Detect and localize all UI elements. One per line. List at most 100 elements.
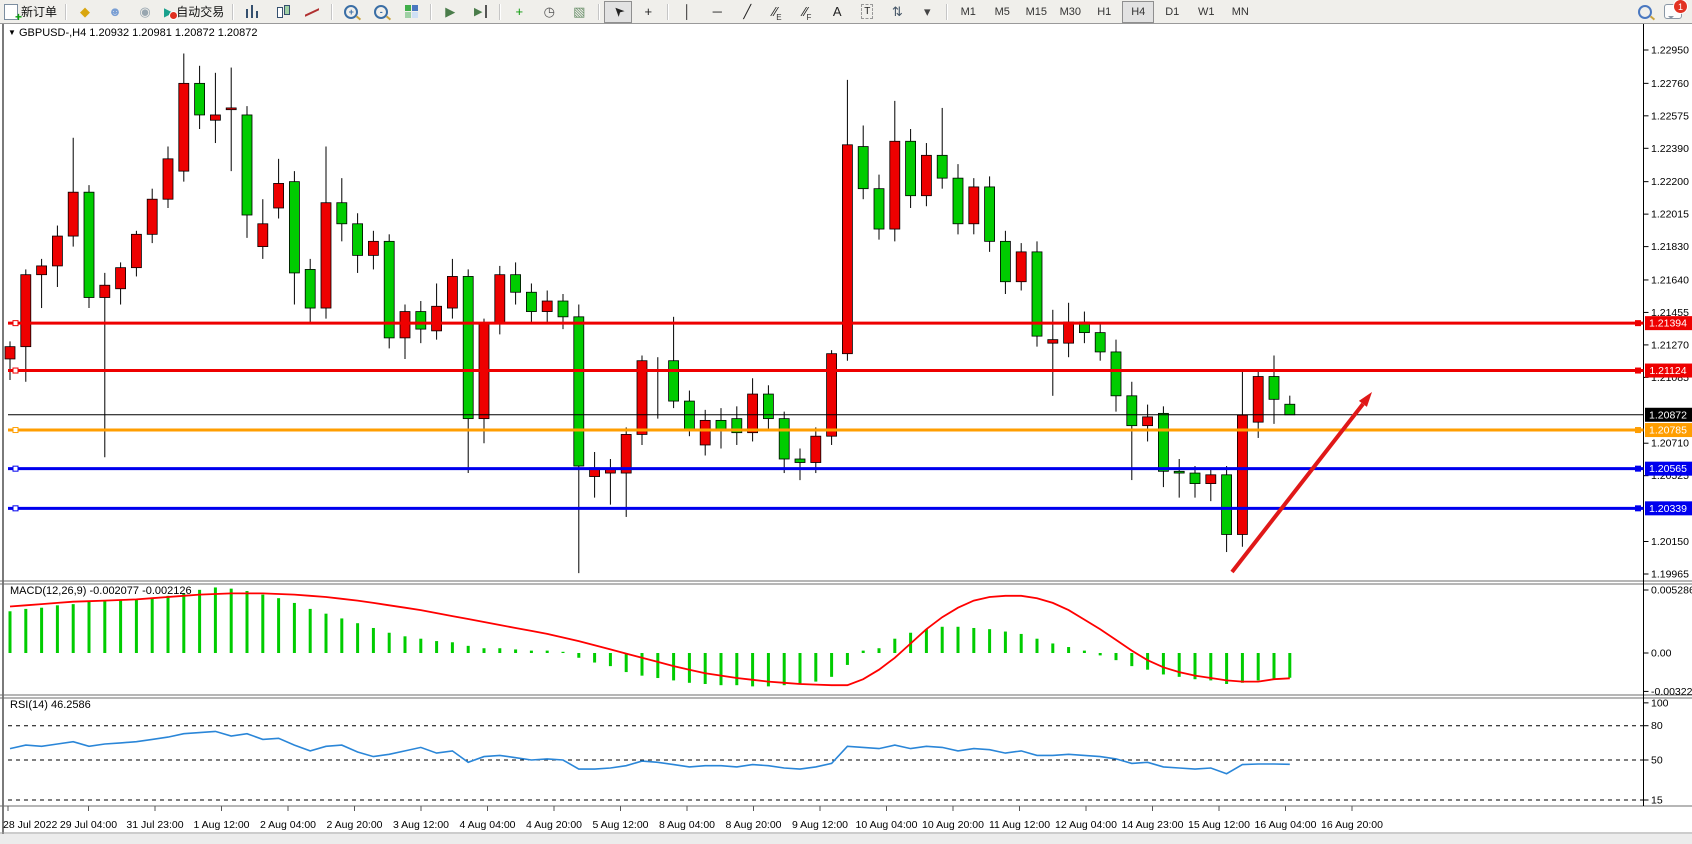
periods-button[interactable]: ◷: [535, 1, 563, 23]
trendline-button[interactable]: ╱: [733, 1, 761, 23]
fibonacci-icon: ∕∕: [803, 4, 808, 19]
timeframe-button-m30[interactable]: M30: [1059, 5, 1081, 18]
notifications-icon[interactable]: 1: [1664, 0, 1688, 19]
dropdown-arrow-icon[interactable]: ▾: [913, 1, 941, 23]
candle-body: [731, 418, 743, 434]
arrow-annotation[interactable]: [1230, 392, 1372, 574]
zoom-in-button[interactable]: +: [337, 1, 365, 23]
price-badge-label: 1.21124: [1649, 365, 1686, 377]
timeframe-button-m5[interactable]: M5: [994, 5, 1010, 18]
rsi-axis-label: 100: [1651, 697, 1669, 709]
zoom-out-button[interactable]: -: [367, 1, 395, 23]
line-handle[interactable]: [12, 320, 19, 327]
dropdown-arrow-icon-icon: ▾: [924, 4, 931, 19]
fibonacci-button[interactable]: ∕∕ F: [793, 1, 821, 23]
timeframe-button-h1[interactable]: H1: [1097, 5, 1112, 18]
time-axis-label: 2 Aug 04:00: [260, 819, 316, 831]
line-handle[interactable]: [12, 367, 19, 374]
timeframe-button-mn[interactable]: MN: [1231, 5, 1249, 18]
arrow-head: [1358, 392, 1372, 407]
time-axis-label: 28 Jul 2022: [3, 819, 57, 831]
candle-body: [383, 240, 395, 339]
timeframe-button-d1[interactable]: D1: [1165, 5, 1180, 18]
time-axis-label: 8 Aug 04:00: [659, 819, 715, 831]
macd-histogram-bar: [1177, 653, 1181, 677]
macd-histogram-bar: [1240, 653, 1244, 683]
arrows-button[interactable]: ⇅: [883, 1, 911, 23]
macd-histogram-bar: [435, 641, 439, 653]
styler-icon[interactable]: ◆: [71, 1, 99, 23]
indicators-icon: +: [515, 4, 524, 19]
macd-histogram-bar: [198, 589, 202, 653]
toolbar-separator: [499, 3, 501, 20]
candle-body: [636, 360, 648, 435]
toolbar-separator: [667, 3, 669, 20]
candle-body: [194, 82, 206, 116]
profiles-icon[interactable]: ☻: [101, 1, 129, 23]
candle-body: [747, 393, 758, 434]
candle-body: [842, 144, 853, 355]
candle-body: [162, 158, 174, 200]
macd-histogram-bar: [8, 611, 12, 653]
auto-scroll-button[interactable]: ▶: [436, 1, 464, 23]
macd-histogram-bar: [498, 648, 502, 653]
candle-body: [905, 140, 916, 197]
timeframe-button-m15[interactable]: M15: [1025, 5, 1047, 18]
rsi-line: [9, 730, 1290, 775]
bar-chart-button[interactable]: [238, 1, 266, 23]
equidistant-channel-button[interactable]: ∕∕ E: [763, 1, 791, 23]
macd-histogram-bar: [371, 627, 375, 653]
timeframe-button-h4[interactable]: H4: [1122, 0, 1155, 23]
candle-body: [573, 316, 585, 467]
horizontal-line-button[interactable]: ─: [703, 1, 731, 23]
macd-histogram-bar: [482, 648, 486, 653]
candle-body: [857, 146, 869, 190]
line-handle[interactable]: [12, 465, 19, 472]
candle-body: [304, 269, 316, 309]
candle-body: [415, 311, 427, 330]
timeframe-button-w1[interactable]: W1: [1198, 5, 1215, 18]
candlestick-chart-button[interactable]: [268, 1, 296, 23]
chart-shift-button[interactable]: ▶: [466, 1, 494, 23]
line-chart-button[interactable]: [298, 1, 326, 23]
templates-button[interactable]: ▧: [565, 1, 593, 23]
price-axis-label: 1.22015: [1651, 209, 1689, 221]
ohlc-values: 1.20932 1.20981 1.20872 1.20872: [89, 27, 258, 39]
text-button[interactable]: A: [823, 1, 851, 23]
candle-body: [668, 360, 679, 402]
cursor-button[interactable]: ➤: [604, 0, 633, 23]
tile-windows-button[interactable]: [397, 1, 425, 23]
line-axis-marker: [1635, 465, 1641, 472]
macd-histogram-bar: [324, 613, 328, 653]
crosshair-button[interactable]: +: [634, 1, 662, 23]
new-order-icon: [4, 3, 22, 24]
indicators-button[interactable]: +: [505, 1, 533, 23]
signals-icon[interactable]: ◉: [131, 1, 159, 23]
search-icon[interactable]: [1638, 4, 1652, 19]
text-label-button[interactable]: T: [853, 1, 881, 23]
level-lines: 1.21394 1.21124 1.20872 1.20785 1.20565 1.203…: [8, 316, 1692, 516]
time-axis-label: 29 Jul 04:00: [60, 819, 117, 831]
line-handle[interactable]: [12, 427, 19, 434]
vertical-line-button[interactable]: │: [673, 1, 701, 23]
price-badge: [1645, 407, 1692, 422]
macd-histogram-bar: [782, 653, 786, 686]
macd-histogram-bar: [387, 632, 391, 653]
candle-body: [557, 300, 569, 318]
candle-body: [462, 276, 474, 420]
macd-histogram-bar: [308, 608, 312, 653]
candle-body: [241, 114, 253, 216]
price-axis-label: 1.20150: [1651, 536, 1689, 548]
macd-axis-label: -0.003223: [1651, 686, 1692, 698]
candle-body: [794, 458, 806, 463]
price-badge: [1645, 363, 1692, 378]
autotrading-button[interactable]: ▶ 自动交易: [161, 1, 227, 23]
arrow-line[interactable]: [1230, 402, 1365, 574]
line-axis-marker: [1635, 505, 1641, 512]
new-order-button[interactable]: 新订单: [1, 1, 60, 24]
symbol-dropdown-icon[interactable]: ▼: [8, 28, 16, 37]
line-handle[interactable]: [12, 505, 19, 512]
timeframe-button-m1[interactable]: M1: [960, 5, 976, 18]
autotrading-icon: ▶: [164, 4, 179, 20]
